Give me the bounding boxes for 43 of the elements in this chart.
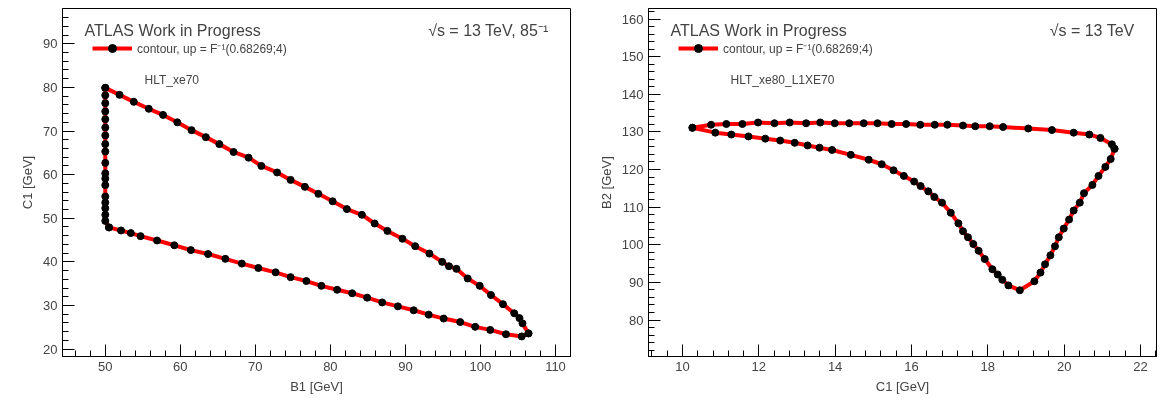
y-tick-label: 20 — [43, 341, 58, 357]
x-tick-label: 10 — [675, 358, 690, 374]
y-tick-label: 130 — [621, 124, 644, 140]
annotation: ATLAS Work in Progress — [84, 21, 261, 39]
annotation: HLT_xe70 — [144, 72, 200, 87]
y-tick-label: 80 — [43, 79, 58, 95]
annotation: √s = 13 TeV — [1049, 21, 1135, 39]
x-axis-title: B1 [GeV] — [290, 378, 343, 394]
y-axis-title: C1 [GeV] — [20, 155, 36, 210]
x-tick-label: 22 — [1133, 358, 1148, 374]
x-tick-label: 100 — [469, 358, 492, 374]
y-tick-label: 110 — [622, 199, 644, 215]
y-tick-label: 100 — [621, 237, 644, 253]
y-tick-label: 120 — [621, 162, 644, 178]
y-tick-label: 30 — [43, 297, 58, 313]
y-tick-label: 160 — [621, 11, 644, 27]
y-tick-label: 80 — [629, 312, 644, 328]
annotation: √s = 13 TeV, 85⁻¹ — [428, 21, 549, 39]
x-tick-label: 60 — [173, 358, 188, 374]
x-tick-label: 80 — [323, 358, 338, 374]
x-tick-label: 18 — [980, 358, 996, 374]
x-tick-label: 14 — [827, 358, 843, 374]
legend-label: contour, up = F⁻¹(0.68269;4) — [137, 40, 287, 57]
x-tick-label: 12 — [751, 358, 767, 374]
x-axis-title: C1 [GeV] — [875, 378, 930, 394]
x-tick-label: 70 — [248, 358, 263, 374]
y-tick-label: 40 — [43, 254, 58, 270]
annotation: ATLAS Work in Progress — [670, 21, 847, 39]
annotation: HLT_xe80_L1XE70 — [730, 72, 835, 87]
x-tick-label: 90 — [398, 358, 413, 374]
x-tick-label: 110 — [545, 358, 566, 374]
y-tick-label: 70 — [43, 123, 58, 139]
y-tick-label: 150 — [621, 49, 644, 65]
y-tick-label: 50 — [43, 210, 58, 226]
x-tick-label: 20 — [1056, 358, 1072, 374]
y-tick-label: 60 — [43, 167, 58, 183]
y-tick-label: 90 — [629, 274, 644, 290]
y-tick-label: 90 — [43, 36, 58, 52]
y-tick-label: 140 — [621, 86, 644, 102]
x-tick-label: 16 — [904, 358, 919, 374]
y-axis-title: B2 [GeV] — [598, 156, 614, 209]
legend-label: contour, up = F⁻¹(0.68269;4) — [723, 40, 873, 57]
x-tick-label: 50 — [98, 358, 113, 374]
